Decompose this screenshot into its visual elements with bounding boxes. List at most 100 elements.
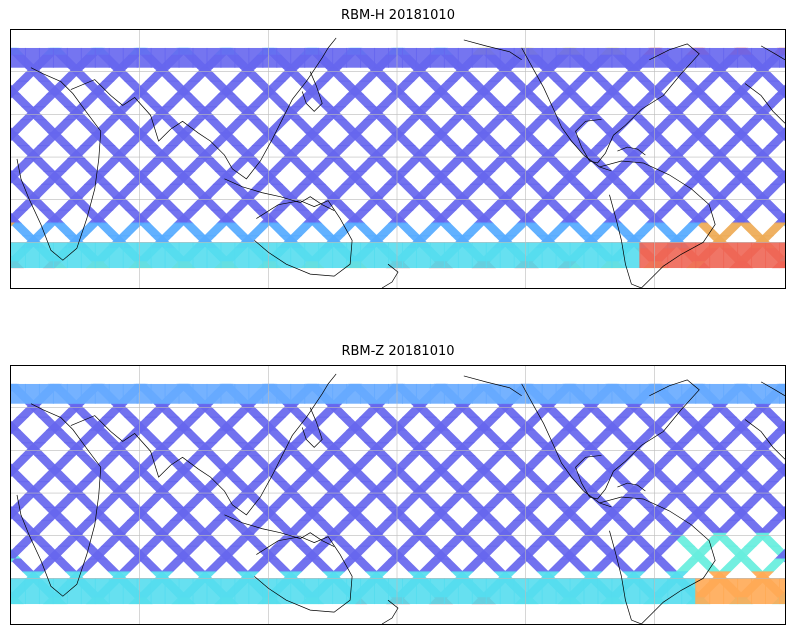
swath-segment — [723, 132, 750, 147]
swath-segment — [302, 545, 329, 560]
north-band-cell — [737, 383, 753, 404]
swath-segment — [456, 183, 483, 198]
swath-segment — [555, 170, 582, 185]
swath-segment — [371, 183, 398, 198]
swath-segment — [716, 494, 743, 508]
swath-segment — [148, 442, 175, 457]
swath-segment — [757, 183, 784, 198]
swath-segment — [443, 196, 470, 211]
swath-segment — [594, 132, 621, 147]
north-band-cell — [24, 47, 40, 68]
swath-segment — [566, 558, 593, 573]
north-band-cell — [80, 47, 96, 68]
south-band-cell — [66, 578, 82, 605]
coastline-europe — [760, 381, 785, 397]
south-band-cell — [122, 242, 138, 269]
swath-segment — [135, 455, 162, 470]
swath-segment — [744, 196, 771, 211]
swath-segment — [495, 481, 522, 495]
swath-segment — [736, 119, 763, 134]
swath-segment — [482, 494, 509, 508]
swath-segment — [49, 119, 76, 134]
swath-segment — [57, 532, 84, 547]
gridlines — [11, 366, 785, 624]
swath-segment — [702, 403, 729, 418]
swath-segment — [651, 429, 678, 444]
north-band-cell — [527, 383, 543, 404]
south-band-cell — [52, 578, 68, 605]
swath-segment — [186, 532, 213, 547]
swath-segment — [675, 558, 702, 573]
north-band-cell — [653, 47, 669, 68]
swath-segment — [330, 494, 357, 508]
north-band-cell — [374, 383, 390, 404]
swath-segment — [634, 455, 661, 470]
swath-segment — [203, 222, 230, 237]
coastline-africa — [16, 403, 102, 597]
swath-segment — [96, 494, 123, 508]
swath-segment — [62, 442, 89, 457]
swath-segment — [474, 416, 501, 431]
south-band-cell — [192, 578, 208, 605]
swath-segment — [706, 106, 733, 121]
swath-segment — [577, 106, 604, 121]
swath-segment — [351, 93, 378, 108]
swath-segment — [763, 119, 785, 134]
swath-segment — [465, 468, 492, 483]
north-band-cell — [262, 47, 278, 68]
coastline-west-africa — [744, 83, 785, 124]
swath-segment — [761, 222, 785, 237]
swath-segment — [221, 119, 248, 134]
north-band-cell — [206, 47, 222, 68]
swath-segment — [480, 222, 507, 237]
swath-segment — [542, 183, 569, 198]
swath-segment — [762, 93, 785, 108]
swath-segment — [573, 403, 600, 418]
south-band-cell — [709, 242, 725, 269]
swath-segment — [422, 468, 449, 483]
south-band-cell — [206, 242, 222, 269]
swath-segment — [23, 481, 50, 495]
north-band-cell — [360, 47, 376, 68]
swath-segment — [96, 158, 123, 172]
north-band-cell — [555, 47, 571, 68]
south-band-cell — [681, 242, 697, 269]
south-band-cell — [471, 242, 487, 269]
swath-segment — [268, 158, 295, 172]
swath-segment — [187, 67, 214, 82]
swath-segment — [186, 196, 213, 211]
swath-segment — [105, 442, 132, 457]
swath-segment — [568, 494, 595, 508]
north-band-cell — [374, 47, 390, 68]
swath-segment — [589, 558, 616, 573]
swath-segment — [83, 170, 110, 185]
north-band-cell — [639, 383, 655, 404]
swath-segment — [101, 403, 128, 418]
swath-segment — [371, 519, 398, 534]
swath-segment — [565, 93, 592, 108]
swath-segment — [716, 158, 743, 172]
swath-segment — [246, 222, 273, 237]
north-band-cell — [11, 383, 26, 404]
swath-segment — [303, 80, 330, 95]
swath-segment — [465, 132, 492, 147]
north-band-cell — [234, 383, 250, 404]
south-band-cell — [276, 242, 292, 269]
swath-segment — [718, 222, 745, 237]
swath-segment — [156, 519, 183, 534]
south-band-cell — [569, 242, 585, 269]
north-band-cell — [723, 383, 739, 404]
north-band-cell — [94, 383, 110, 404]
swath-segment — [266, 222, 293, 237]
south-band-cell — [94, 242, 110, 269]
panel-rbm-z-title: RBM-Z 20181010 — [341, 344, 455, 359]
swath-segment — [363, 442, 390, 457]
north-band-cell — [429, 47, 445, 68]
swath-segment — [139, 158, 166, 172]
swath-segment — [676, 93, 703, 108]
swath-segment — [238, 481, 265, 495]
south-band-cell — [150, 578, 166, 605]
swath-segment — [328, 183, 355, 198]
swath-segment — [217, 416, 244, 431]
south-band-cell — [737, 242, 753, 269]
